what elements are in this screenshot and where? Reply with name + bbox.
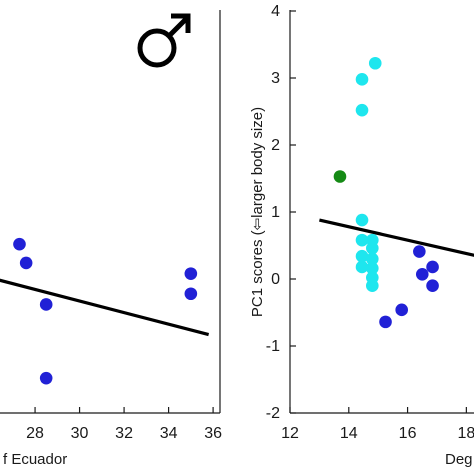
right-y-tick-label: 4 <box>271 3 280 20</box>
right-data-point <box>426 260 439 274</box>
right-data-point <box>355 249 369 263</box>
right-x-ticks: 12 14 16 18 <box>281 407 474 442</box>
right-y-tick-label: -2 <box>266 405 280 422</box>
left-x-axis-label-fragment: f Ecuador <box>3 451 67 468</box>
left-data-point <box>19 256 33 270</box>
right-data-point <box>413 245 426 258</box>
male-symbol-arrow-shaft <box>167 17 188 38</box>
right-data-point <box>333 170 347 183</box>
left-panel: 28 30 32 34 36 f Ecuador <box>0 10 222 468</box>
right-data-point <box>355 233 369 247</box>
right-y-tick-label: -1 <box>266 338 280 355</box>
right-data-point <box>395 303 408 317</box>
left-trendline-layer <box>0 278 210 337</box>
left-x-tick-label: 36 <box>204 425 222 442</box>
right-data-points <box>333 56 439 329</box>
right-data-point <box>366 252 379 266</box>
left-data-point <box>39 298 53 311</box>
right-x-tick-label: 14 <box>340 425 358 442</box>
male-symbol-arrow-head <box>171 13 191 33</box>
right-data-point <box>368 56 382 70</box>
right-y-tick-label: 3 <box>271 70 280 87</box>
right-data-point <box>366 261 379 275</box>
right-data-point <box>366 241 379 255</box>
left-x-tick-label: 30 <box>71 425 89 442</box>
male-symbol-circle <box>137 28 177 68</box>
right-x-tick-label: 16 <box>399 425 417 442</box>
right-data-point <box>426 279 439 293</box>
right-data-point <box>366 279 379 293</box>
right-y-axis-label: PC1 scores (⇦larger body size) <box>249 107 266 317</box>
right-trendline-layer <box>319 218 474 257</box>
left-x-ticks: 28 30 32 34 36 <box>26 407 222 442</box>
left-data-points <box>13 237 198 385</box>
right-y-tick-label: 0 <box>271 271 280 288</box>
right-data-point <box>415 268 429 281</box>
right-x-tick-label: 12 <box>281 425 299 442</box>
right-y-tick-label: 2 <box>271 137 280 154</box>
right-x-axis-label-fragment: Deg <box>445 451 473 468</box>
left-x-tick-label: 34 <box>160 425 178 442</box>
left-x-tick-label: 32 <box>115 425 133 442</box>
right-data-point <box>355 103 369 117</box>
left-regression-line <box>0 278 210 337</box>
left-data-point <box>184 287 198 301</box>
left-data-point <box>13 237 26 251</box>
right-data-point <box>379 315 392 329</box>
right-data-point <box>355 213 369 227</box>
right-y-tick-label: 1 <box>271 204 280 221</box>
right-data-point <box>355 260 369 274</box>
left-data-point <box>184 267 198 280</box>
right-y-ticks: -2 -1 0 1 2 3 4 <box>266 3 296 422</box>
left-data-point <box>39 371 53 385</box>
right-x-tick-label: 18 <box>457 425 474 442</box>
male-symbol <box>137 13 191 68</box>
right-data-point <box>355 73 369 86</box>
right-regression-line <box>319 218 474 257</box>
left-x-tick-label: 28 <box>26 425 44 442</box>
